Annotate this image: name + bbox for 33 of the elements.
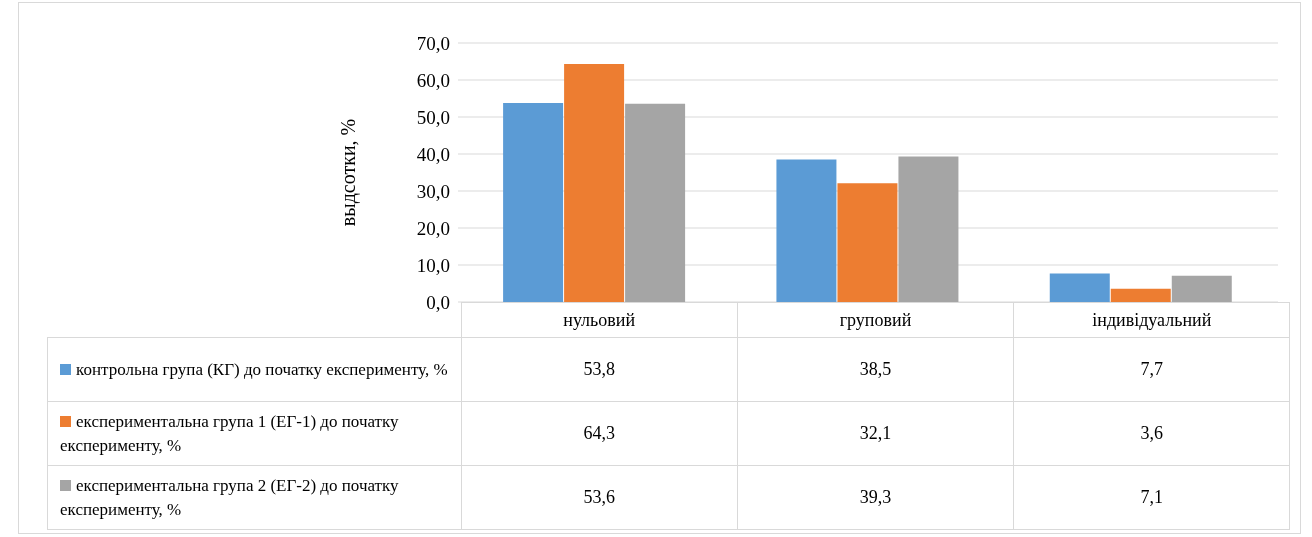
bar: [503, 102, 564, 302]
bar: [625, 103, 686, 302]
bar: [837, 183, 898, 302]
y-tick-label: 10,0: [416, 254, 450, 276]
data-label: 7,1: [1013, 465, 1290, 530]
data-label: 53,6: [461, 465, 738, 530]
y-tick-label: 30,0: [416, 180, 450, 202]
data-label: 64,3: [461, 401, 738, 466]
bar: [1171, 275, 1232, 302]
x-tick-label: індивідуальний: [1013, 302, 1290, 338]
data-label: 7,7: [1013, 337, 1290, 402]
legend-label: контрольна група (КГ) до початку експерименту, %: [47, 337, 461, 402]
x-tick-label: нульовий: [461, 302, 738, 338]
data-label: 32,1: [737, 401, 1014, 466]
bar: [898, 156, 959, 302]
bar: [776, 159, 837, 302]
y-tick-label: 70,0: [416, 32, 450, 54]
y-tick-label: 60,0: [416, 69, 450, 91]
legend-label: експериментальна група 2 (ЕГ-2) до початку експерименту, %: [47, 465, 461, 530]
y-axis-title: выдсотки, %: [337, 118, 361, 227]
data-label: 53,8: [461, 337, 738, 402]
y-tick-label: 20,0: [416, 217, 450, 239]
bar: [1049, 273, 1110, 302]
data-label: 3,6: [1013, 401, 1290, 466]
bar: [564, 64, 625, 302]
legend-label: експериментальна група 1 (ЕГ-1) до початку експерименту, %: [47, 401, 461, 466]
x-tick-label: груповий: [737, 302, 1014, 338]
y-tick-label: 0,0: [426, 291, 450, 313]
data-label: 39,3: [737, 465, 1014, 530]
y-tick-label: 50,0: [416, 106, 450, 128]
y-tick-label: 40,0: [416, 143, 450, 165]
bar: [1110, 288, 1171, 302]
data-label: 38,5: [737, 337, 1014, 402]
